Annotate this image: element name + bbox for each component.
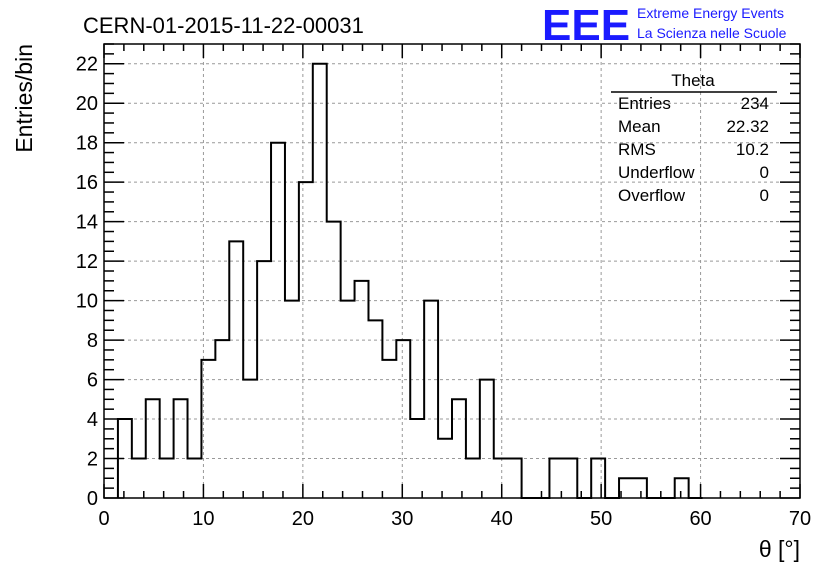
y-tick-label: 16 [76,172,98,194]
x-tick-label: 40 [491,508,513,530]
x-tick-labels: 0 10 20 30 40 50 60 70 [98,508,811,530]
histogram-bars [116,62,703,499]
stats-box: Theta Entries 234 Mean 22.32 RMS 10.2 Underflo… [611,71,777,205]
y-axis-label: Entries/bin [11,44,37,153]
y-tick-label: 12 [76,251,98,273]
x-tick-label: 0 [98,508,109,530]
logo-line-1: Extreme Energy Events [637,5,784,21]
x-tick-label: 60 [689,508,711,530]
stats-value: 234 [741,94,769,113]
logo-line-2: La Scienza nelle Scuole [637,25,787,41]
stats-value: 10.2 [736,140,769,159]
stats-value: 0 [760,163,769,182]
y-tick-label: 0 [87,488,98,510]
y-tick-label: 14 [76,212,98,234]
y-tick-label: 22 [76,54,98,76]
stats-label: Entries [618,94,671,113]
stats-box-title: Theta [671,71,715,90]
x-tick-label: 50 [590,508,612,530]
stats-label: Overflow [618,186,686,205]
eee-logo-mark: EEE [542,1,630,50]
x-tick-label: 10 [192,508,214,530]
stats-value: 0 [760,186,769,205]
x-tick-label: 20 [292,508,314,530]
stats-label: Mean [618,117,661,136]
eee-logo: EEE Extreme Energy Events La Scienza nel… [542,1,787,50]
y-tick-label: 10 [76,291,98,313]
y-tick-label: 4 [87,409,98,431]
y-tick-labels: 0 2 4 6 8 10 12 14 16 18 20 22 [76,54,98,510]
x-tick-label: 30 [391,508,413,530]
x-axis-label: θ [°] [759,536,800,562]
stats-label: Underflow [618,163,695,182]
y-tick-label: 8 [87,330,98,352]
y-tick-label: 20 [76,93,98,115]
y-tick-label: 18 [76,133,98,155]
y-tick-label: 6 [87,370,98,392]
stats-rows: Entries 234 Mean 22.32 RMS 10.2 Underflow 0 Over… [618,94,769,205]
y-tick-label: 2 [87,449,98,471]
axis-ticks [103,43,801,499]
histogram-outline [116,62,703,499]
stats-label: RMS [618,140,656,159]
stats-value: 22.32 [726,117,769,136]
chart-title: CERN-01-2015-11-22-00031 [83,13,364,38]
x-tick-label: 70 [789,508,811,530]
